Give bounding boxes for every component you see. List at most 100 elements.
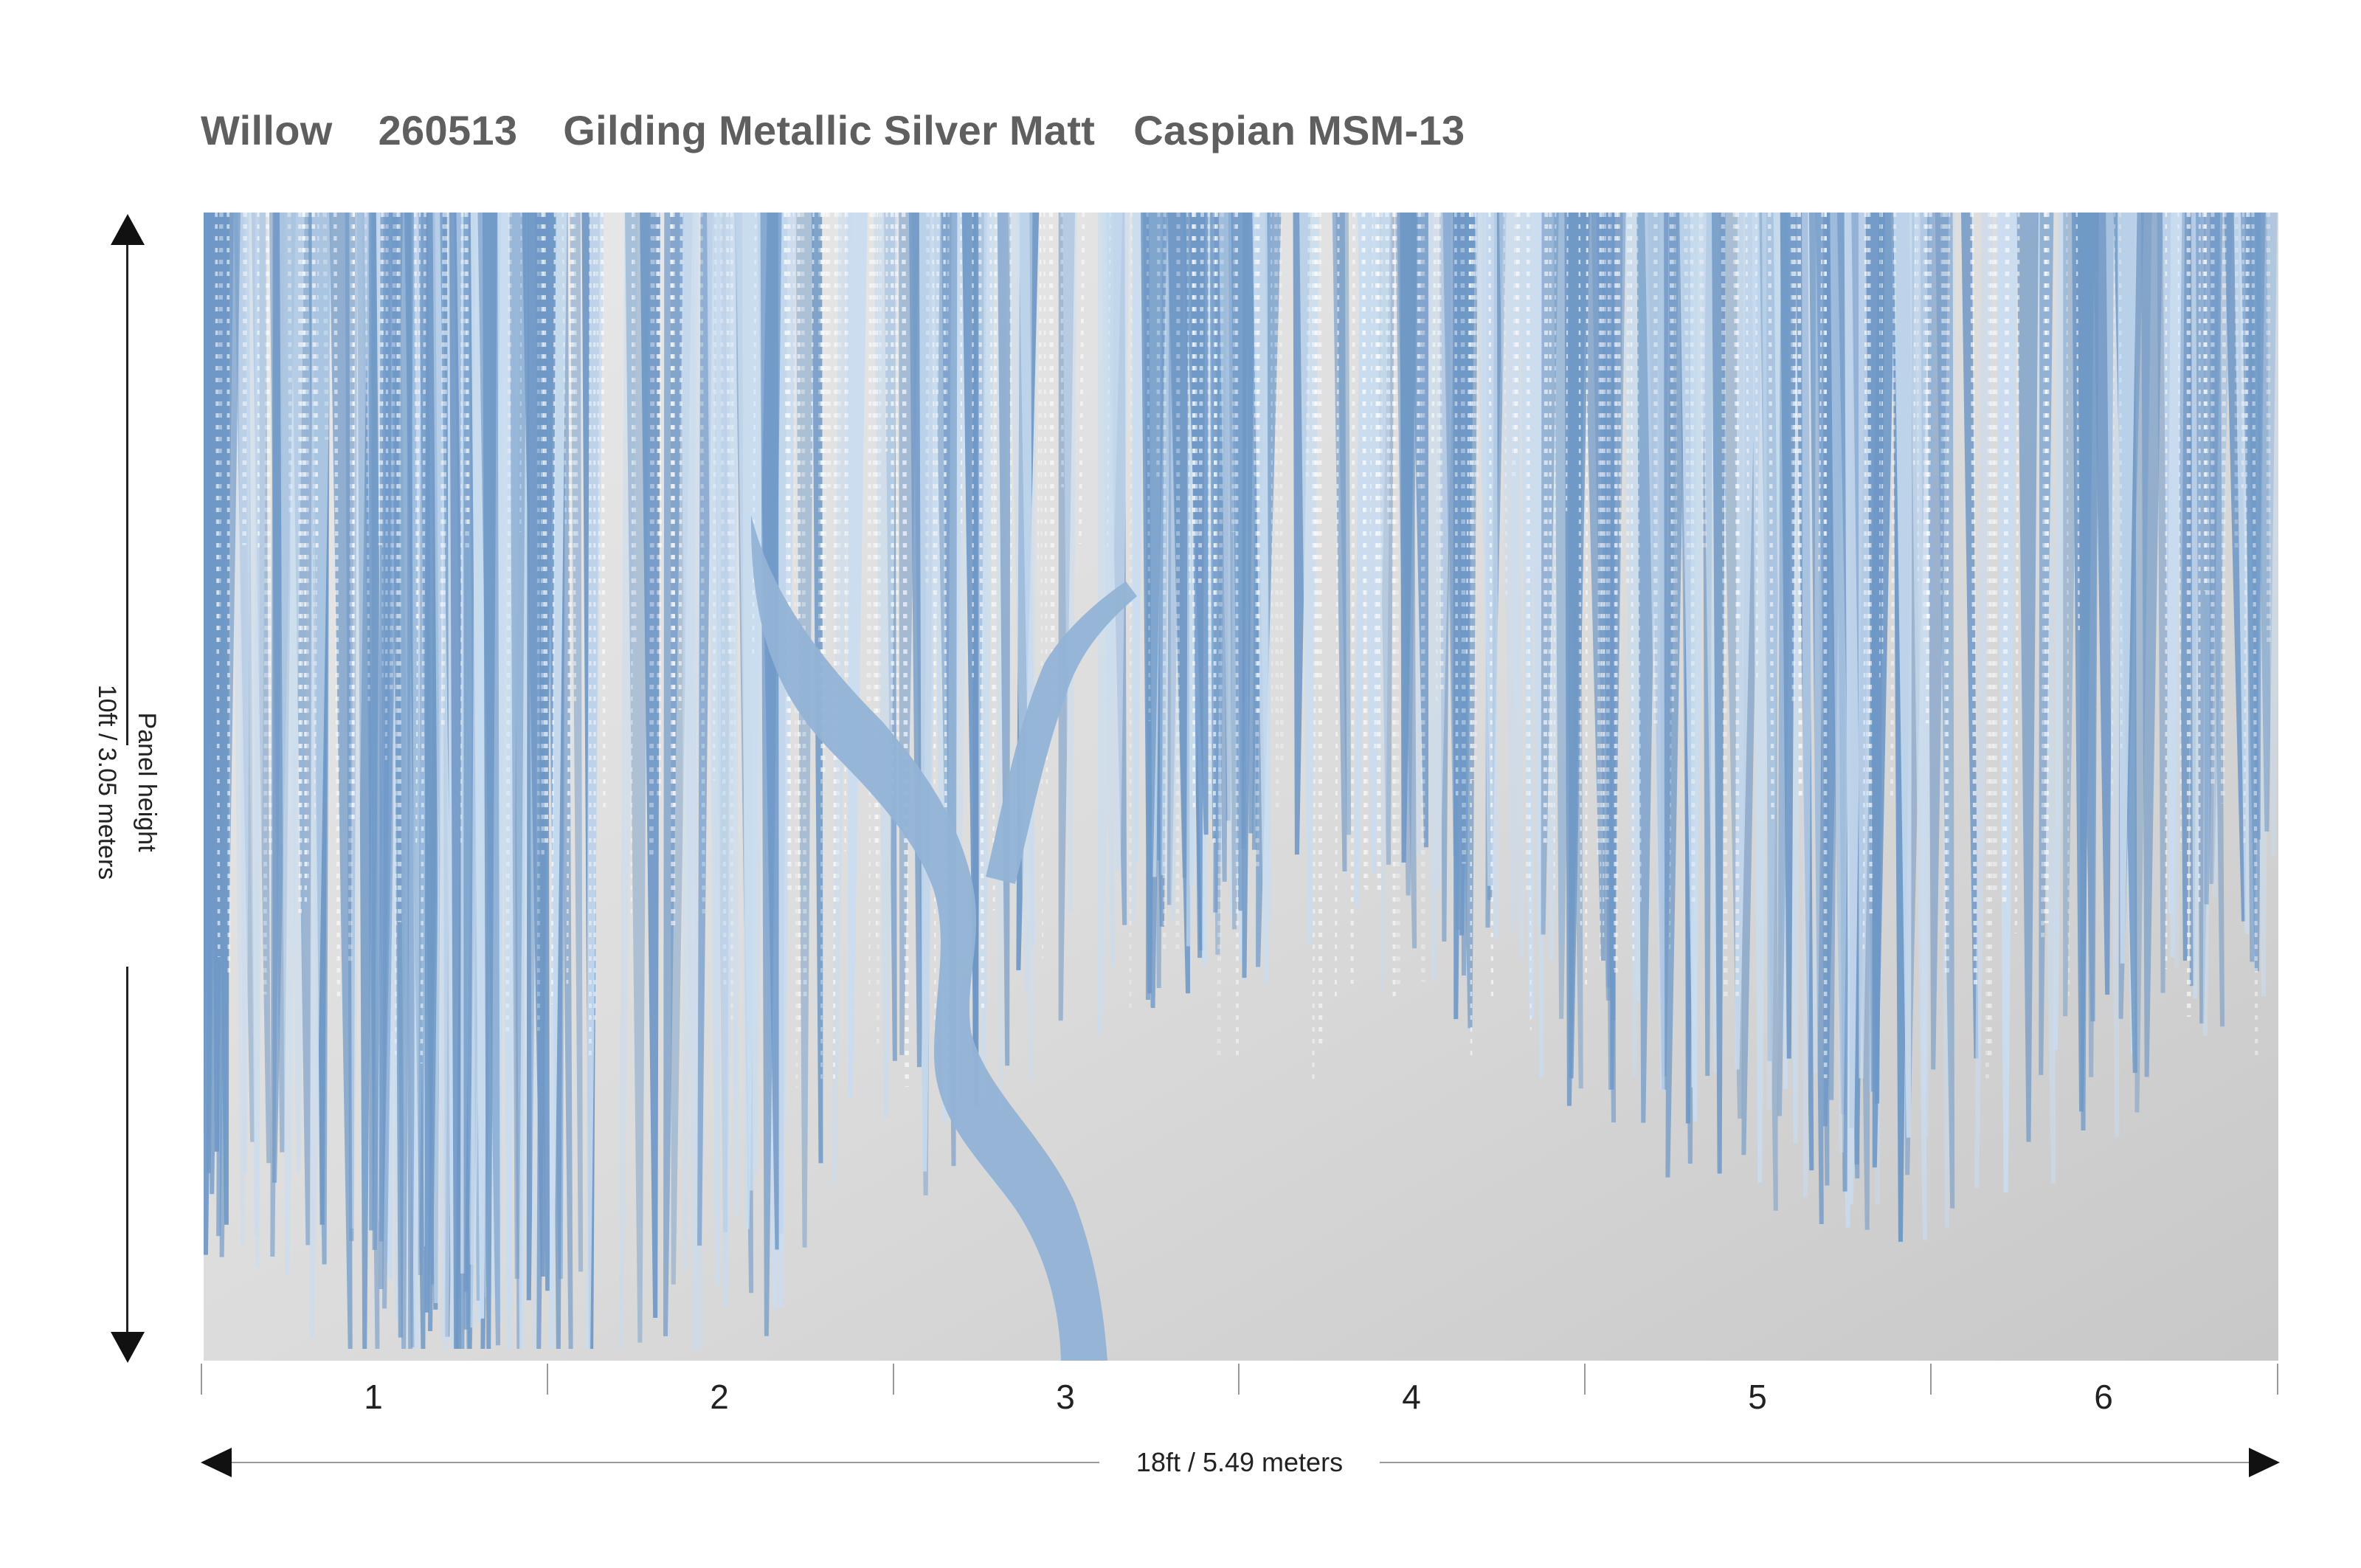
willow-leaf-streak [2198,213,2201,910]
willow-strand [1145,213,1168,1001]
willow-leaf-streak [1586,213,1589,452]
willow-leaf-streak [943,213,948,1091]
willow-leaf-streak [1755,213,1758,681]
willow-leaf-streak [989,213,995,911]
willow-leaf-streak [1823,213,1828,1078]
colorway-name: Caspian MSM-13 [1133,106,1465,153]
willow-leaf-streak [364,213,370,709]
willow-leaf-streak [311,213,317,825]
willow-leaf-streak [1254,213,1259,868]
willow-leaf-streak [993,213,998,727]
willow-leaf-streak [1913,213,1917,469]
willow-leaf-streak [420,213,426,1064]
willow-leaf-streak [833,213,837,1083]
willow-strand [625,213,649,1343]
willow-strand [1762,213,1782,1110]
willow-leaf-streak [1890,213,1897,803]
willow-leaf-streak [678,213,683,711]
willow-leaf-streak [894,213,899,759]
willow-leaf-streak [550,213,556,1004]
willow-leaf-streak [540,213,545,862]
willow-leaf-streak [1311,213,1316,576]
willow-leaf-streak [381,213,384,682]
willow-leaf-streak [1864,213,1871,813]
panel-tick [893,1364,894,1395]
height-label-background [81,745,184,967]
willow-leaf-streak [2202,213,2210,600]
willow-leaf-streak [1254,213,1256,476]
willow-leaf-streak [2243,213,2250,441]
willow-leaf-streak [1605,213,1611,641]
willow-strand [1865,213,1885,1104]
finish-name: Gilding Metallic Silver Matt [563,106,1096,153]
willow-leaf-streak [932,213,936,1068]
willow-leaf-streak [1605,213,1612,899]
willow-leaf-streak [227,213,231,975]
willow-leaf-streak [1207,213,1211,795]
width-label: 18ft / 5.49 meters [1099,1439,1380,1486]
willow-strand [2016,213,2039,1142]
willow-strand [1780,213,1797,1059]
willow-strand [1062,213,1077,912]
willow-leaf-streak [1305,213,1312,481]
willow-strand [725,213,739,1218]
willow-leaf-streak [1511,213,1518,477]
willow-leaf-streak [413,213,419,629]
willow-strand [1252,213,1269,984]
panel-number-3: 3 [1056,1378,1075,1416]
willow-leaf-streak [595,213,601,601]
willow-leaf-streak [1009,213,1012,585]
willow-leaf-streak [1043,213,1048,790]
willow-strand [1712,213,1726,1174]
willow-leaf-streak [1192,213,1197,528]
panel-tick [201,1364,202,1395]
title-row: Willow 260513 Gilding Metallic Silver Ma… [201,100,1465,159]
willow-leaf-streak [933,213,940,752]
willow-strand [2106,213,2120,1137]
willow-trunk [750,515,1107,1361]
willow-strand [2075,213,2099,1022]
willow-strands [204,213,2278,1349]
willow-leaf-streak [1048,213,1056,725]
willow-strand [549,213,567,1349]
willow-strand [1529,213,1542,928]
willow-strand [682,213,699,1271]
willow-strand [2210,213,2225,1027]
willow-strand [778,213,797,1308]
willow-strand [1645,213,1665,1091]
willow-strand [1299,213,1320,943]
willow-leaf-streak [1602,213,1606,944]
willow-leaf-streak [1146,213,1151,722]
panel-number-4: 4 [1402,1378,1421,1416]
willow-leaf-streak [1732,213,1741,621]
willow-leaf-streak [1197,213,1204,590]
willow-leaf-streak [1488,213,1494,1001]
willow-leaf-streak [2044,213,2049,548]
willow-strand [2039,213,2054,1075]
willow-leaf-streak [1669,213,1674,712]
willow-leaf-streak [314,213,319,767]
willow-leaf-streak [1862,213,1867,950]
willow-leaf-streak [784,213,792,894]
willow-leaf-streak [216,213,224,643]
willow-leaf-streak [1274,213,1279,807]
willow-strand [1935,213,1955,1209]
willow-strand [1802,213,1814,1198]
willow-branch [986,581,1137,884]
panel-tick [547,1364,548,1395]
willow-leaf-streak [1471,213,1477,761]
willow-leaf-streak [378,213,385,545]
arrow-right-icon [2249,1448,2280,1477]
willow-leaf-streak [1636,213,1642,902]
willow-strand [760,213,782,1336]
willow-leaf-streak [384,213,389,763]
willow-strand [1410,213,1429,848]
willow-strand [1130,213,1147,923]
willow-leaf-streak [1597,213,1603,857]
willow-leaf-streak [866,213,872,741]
willow-leaf-streak [944,213,950,519]
willow-strand [1335,213,1352,835]
willow-leaf-streak [1469,213,1475,780]
willow-leaf-streak [1674,213,1679,669]
willow-leaf-streak [1270,213,1273,720]
